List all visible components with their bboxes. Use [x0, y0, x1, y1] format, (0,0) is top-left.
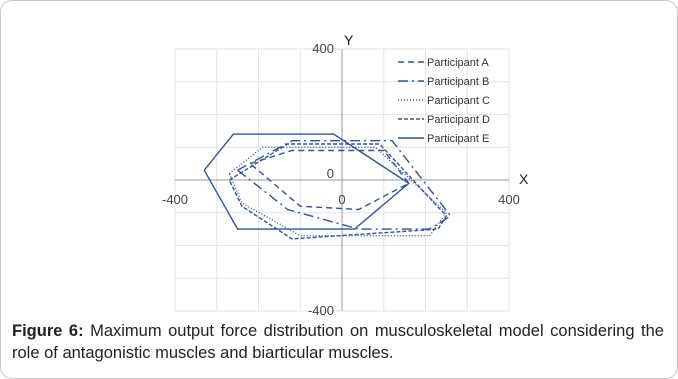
chart-axes: -400 0 400 400 0 -400 X Y — [162, 32, 529, 318]
series-participant-c — [228, 146, 448, 237]
y-tick-label: 400 — [312, 41, 334, 56]
series-participant-e — [203, 133, 410, 230]
x-tick-label: 400 — [498, 192, 520, 207]
x-tick-label: 0 — [338, 192, 345, 207]
figure-caption-text: Maximum output force distribution on mus… — [12, 322, 664, 362]
y-axis-label: Y — [344, 32, 354, 48]
series-participant-b — [237, 139, 452, 230]
legend-label: Participant B — [427, 76, 489, 88]
legend-label: Participant E — [427, 133, 489, 145]
x-axis-label: X — [519, 171, 529, 187]
x-tick-label: -400 — [162, 192, 188, 207]
legend-label: Participant C — [427, 95, 490, 107]
series-participant-a — [249, 149, 410, 211]
y-tick-label: 0 — [327, 166, 334, 181]
series-participant-d — [228, 143, 448, 240]
figure-caption: Figure 6: Maximum output force distribut… — [12, 320, 664, 364]
legend-label: Participant D — [427, 114, 490, 126]
chart-series — [203, 133, 452, 240]
figure-label: Figure 6: — [12, 322, 84, 340]
y-tick-label: -400 — [308, 303, 334, 318]
chart-legend: Participant A Participant B Participant C P… — [398, 57, 490, 145]
legend-label: Participant A — [427, 57, 489, 69]
